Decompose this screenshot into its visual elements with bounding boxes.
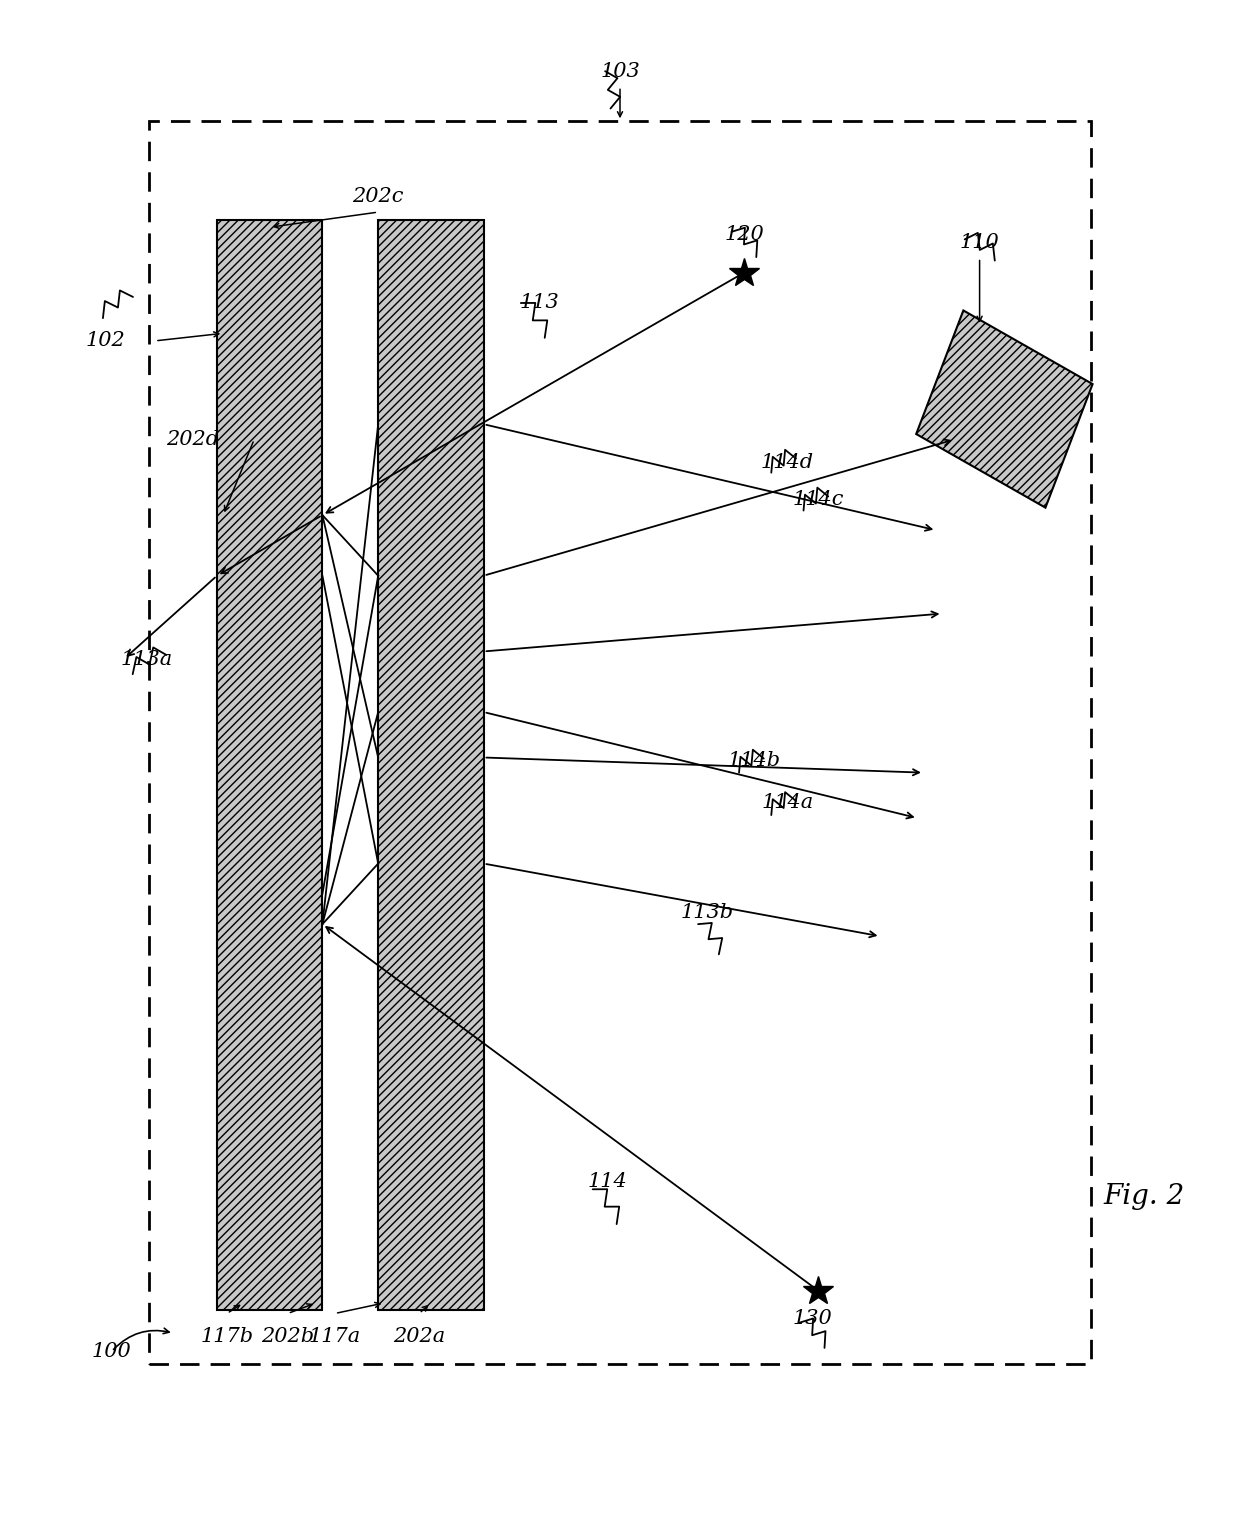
Text: 102: 102 <box>86 332 125 350</box>
Text: 117a: 117a <box>309 1327 361 1345</box>
Text: 202a: 202a <box>393 1327 445 1345</box>
Bar <box>149 121 1091 1364</box>
Text: 130: 130 <box>792 1309 832 1327</box>
Text: 114c: 114c <box>792 491 844 509</box>
Text: Fig. 2: Fig. 2 <box>1102 1183 1184 1210</box>
Text: 202d: 202d <box>166 430 218 448</box>
Text: 103: 103 <box>600 62 640 80</box>
Text: 113: 113 <box>520 294 559 312</box>
Text: 120: 120 <box>724 226 764 244</box>
Polygon shape <box>916 311 1092 508</box>
Text: 114: 114 <box>588 1173 627 1191</box>
Text: 202b: 202b <box>262 1327 314 1345</box>
Text: 110: 110 <box>960 233 999 251</box>
Text: 114d: 114d <box>761 453 813 471</box>
Bar <box>378 220 484 1310</box>
Text: 100: 100 <box>92 1342 131 1360</box>
Text: 114b: 114b <box>728 751 780 770</box>
Text: 114a: 114a <box>761 794 813 812</box>
Text: 113b: 113b <box>681 903 733 921</box>
Text: 202c: 202c <box>352 188 404 206</box>
Bar <box>217 220 322 1310</box>
Text: 113a: 113a <box>120 650 172 668</box>
Text: 117b: 117b <box>201 1327 253 1345</box>
